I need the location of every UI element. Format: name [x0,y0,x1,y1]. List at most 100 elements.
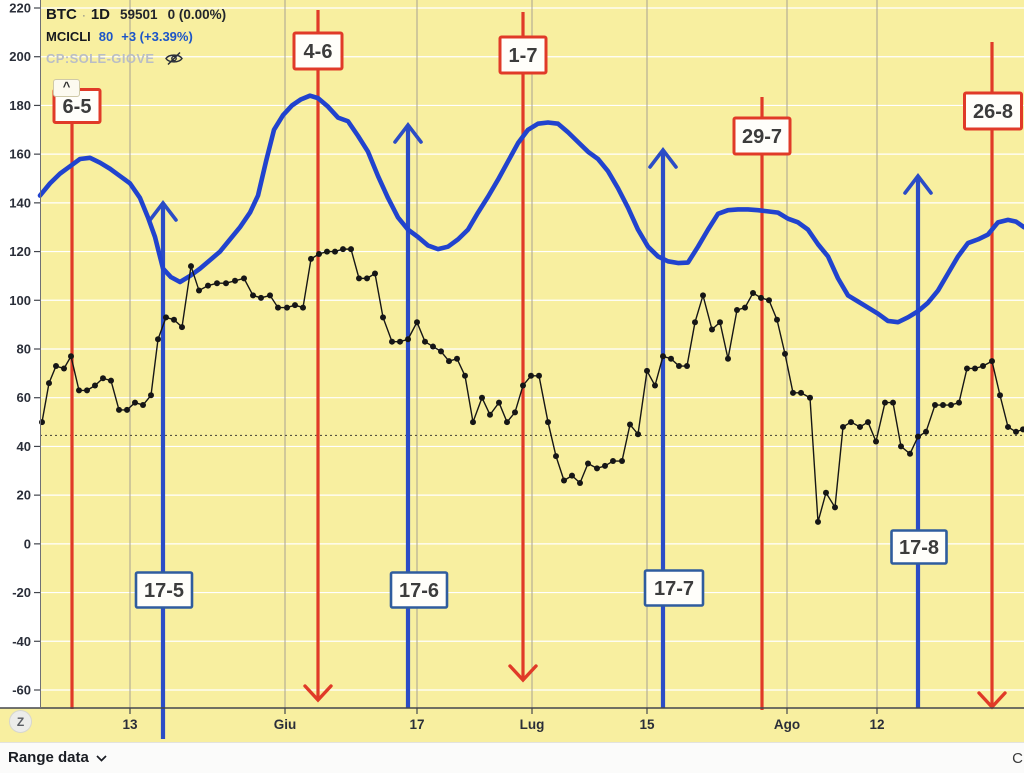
price-label-0[interactable]: 0 [24,536,31,551]
oscillator-marker [132,399,138,406]
oscillator-marker [284,304,290,311]
event-label-text: 26-8 [973,101,1013,123]
oscillator-marker [380,314,386,321]
price-label-200[interactable]: 200 [9,49,31,64]
event-marker-17-8[interactable] [903,173,933,708]
oscillator-marker [742,304,748,311]
oscillator-marker [536,372,542,379]
event-label-box[interactable] [134,571,194,609]
oscillator-marker [214,280,220,287]
event-label-box[interactable] [389,571,449,609]
time-label-13[interactable]: 13 [122,717,138,732]
event-label-17-5[interactable]: 17-5 [134,571,194,609]
event-label-17-6[interactable]: 17-6 [389,571,449,609]
time-label-17[interactable]: 17 [409,717,424,732]
event-label-box[interactable] [643,569,705,607]
price-label-20[interactable]: 20 [17,488,31,503]
event-marker-4-6[interactable] [303,10,333,703]
price-label-120[interactable]: 120 [9,244,31,259]
oscillator-marker [163,314,169,321]
price-label--40[interactable]: -40 [12,634,31,649]
time-label-12[interactable]: 12 [869,717,884,732]
oscillator-marker [496,399,502,406]
oscillator-marker [470,419,476,426]
oscillator-marker [585,460,591,467]
event-label-26-8[interactable]: 26-8 [963,91,1023,131]
visibility-off-icon[interactable] [164,51,184,66]
price-label-220[interactable]: 220 [9,1,31,16]
timeframe-label: 1D [90,6,111,23]
price-label-40[interactable]: 40 [17,439,31,454]
oscillator-marker [148,392,154,399]
price-scale-strip[interactable] [0,0,40,708]
event-label-text: 6-5 [63,96,92,118]
oscillator-marker [188,263,194,270]
event-label-17-7[interactable]: 17-7 [643,569,705,607]
oscillator-marker [116,406,122,413]
oscillator-marker [512,409,518,416]
event-label-box[interactable] [498,35,548,75]
event-label-text: 17-7 [654,578,694,600]
oscillator-marker [340,246,346,253]
price-label-60[interactable]: 60 [17,390,31,405]
oscillator-marker [725,355,731,362]
plot-background[interactable] [0,0,1024,742]
hidden-indicator-row[interactable]: CP:SOLE-GIOVE [46,51,226,66]
oscillator-marker [660,353,666,360]
oscillator-marker [692,319,698,326]
price-label-180[interactable]: 180 [9,98,31,113]
oscillator-marker [915,433,921,440]
event-marker-26-8[interactable] [977,42,1007,710]
collapse-caret-button[interactable]: ^ [53,79,80,97]
price-label-80[interactable]: 80 [17,341,31,356]
oscillator-marker [882,399,888,406]
oscillator-marker [108,377,114,384]
event-label-1-7[interactable]: 1-7 [498,35,548,75]
oscillator-marker [223,280,229,287]
time-label-Lug[interactable]: Lug [520,717,545,732]
oscillator-marker [758,294,764,301]
time-label-Ago[interactable]: Ago [774,717,800,732]
event-label-6-5[interactable]: 6-5 [52,88,102,124]
event-marker-17-7[interactable] [648,147,678,708]
indicator-legend-row[interactable]: MCICLI 80 +3 (+3.39%) [46,30,226,43]
oscillator-marker [196,287,202,294]
indicator-name: MCICLI [46,29,91,44]
event-label-4-6[interactable]: 4-6 [292,31,344,71]
zoom-badge-button[interactable]: Z [9,710,32,733]
event-marker-1-7[interactable] [508,12,538,683]
oscillator-marker [923,428,929,435]
event-label-17-8[interactable]: 17-8 [890,529,948,565]
oscillator-marker [790,389,796,396]
oscillator-marker [848,419,854,426]
oscillator-marker [241,275,247,282]
oscillator-marker [324,248,330,255]
arrow-up-icon [148,200,178,222]
symbol-legend-row[interactable]: BTC · 1D 59501 0 (0.00%) [46,7,226,22]
clipped-text-fragment: C [1012,750,1023,767]
cycle-line-series [37,93,1024,325]
price-label-140[interactable]: 140 [9,195,31,210]
range-data-selector[interactable]: Range data [8,749,107,766]
event-label-box[interactable] [732,116,792,156]
event-label-box[interactable] [963,91,1023,131]
event-marker-17-6[interactable] [393,122,423,708]
chart-svg[interactable]: 6-54-6 1-729-726-817-5 17-6 17-717-82202001… [0,0,1024,742]
event-label-box[interactable] [292,31,344,71]
price-label-100[interactable]: 100 [9,293,31,308]
event-label-29-7[interactable]: 29-7 [732,116,792,156]
oscillator-marker [594,465,600,472]
event-label-box[interactable] [890,529,948,565]
time-label-15[interactable]: 15 [639,717,655,732]
event-marker-17-5[interactable] [148,200,178,739]
arrow-down-icon [303,684,333,703]
price-label--20[interactable]: -20 [12,585,31,600]
range-data-label: Range data [8,749,89,766]
event-label-text: 29-7 [742,126,782,148]
price-label--60[interactable]: -60 [12,682,31,697]
oscillator-marker [709,326,715,333]
oscillator-marker [504,419,510,426]
price-label-160[interactable]: 160 [9,147,31,162]
time-label-Giu[interactable]: Giu [274,717,297,732]
oscillator-marker [405,336,411,343]
